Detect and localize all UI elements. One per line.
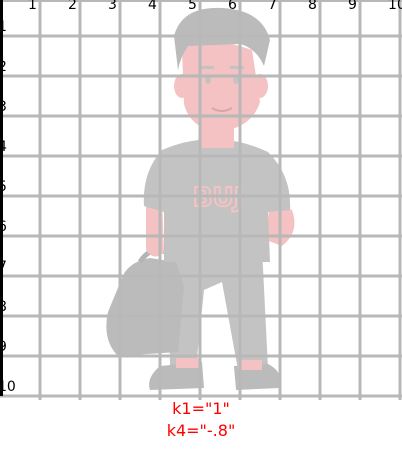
figure-right-shoe xyxy=(234,364,281,390)
figure-left-eye xyxy=(205,76,211,84)
param-k4-text: k4="-.8" xyxy=(166,421,236,440)
figure-left-ear xyxy=(174,74,190,98)
figure-right-eye xyxy=(233,76,239,84)
figure-pants xyxy=(168,248,268,370)
column-label-5: 5 xyxy=(188,0,197,13)
figure-right-sock xyxy=(238,360,262,370)
figure-right-ear xyxy=(252,74,268,98)
figure-bag xyxy=(106,258,184,356)
row-label-7: 7 xyxy=(0,259,7,275)
row-label-10: 10 xyxy=(0,379,16,395)
figure-shirt xyxy=(143,139,291,262)
column-label-8: 8 xyxy=(308,0,317,13)
figure-hair xyxy=(174,7,270,70)
row-label-2: 2 xyxy=(0,59,7,75)
column-label-3: 3 xyxy=(108,0,117,13)
figure-mouth xyxy=(211,107,233,112)
column-label-2: 2 xyxy=(68,0,77,13)
column-label-6: 6 xyxy=(228,0,237,13)
row-label-5: 5 xyxy=(0,179,7,195)
column-label-4: 4 xyxy=(148,0,157,13)
figure-face xyxy=(182,42,260,132)
figure-left-sock xyxy=(176,358,200,368)
row-label-6: 6 xyxy=(0,219,7,235)
row-label-8: 8 xyxy=(0,299,7,315)
row-label-1: 1 xyxy=(0,19,7,35)
figure-left-shoe xyxy=(149,362,204,390)
param-k1-text: k1="1" xyxy=(172,399,230,418)
figure-left-eyebrow xyxy=(200,66,214,69)
column-label-7: 7 xyxy=(268,0,277,13)
column-label-9: 9 xyxy=(348,0,357,13)
row-label-4: 4 xyxy=(0,139,7,155)
grid-lines xyxy=(0,0,402,400)
row-label-3: 3 xyxy=(0,99,7,115)
column-label-1: 1 xyxy=(28,0,37,13)
column-label-10: 10 xyxy=(388,0,402,13)
row-label-9: 9 xyxy=(0,339,7,355)
figure-right-eyebrow xyxy=(230,66,244,69)
